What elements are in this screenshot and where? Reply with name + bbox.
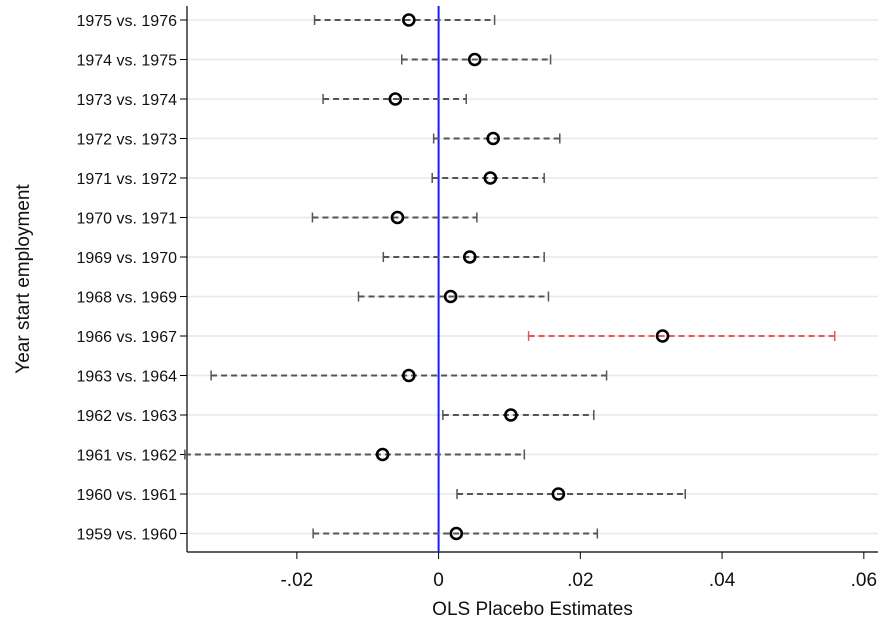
point-estimate-marker	[551, 487, 566, 501]
category-label: 1966 vs. 1967	[76, 329, 177, 346]
x-axis-title: OLS Placebo Estimates	[432, 599, 633, 620]
point-estimate-marker	[402, 368, 416, 383]
category-label: 1960 vs. 1961	[76, 487, 177, 504]
x-tick-label: .04	[709, 570, 736, 591]
category-label: 1962 vs. 1963	[76, 408, 177, 425]
point-estimate-marker	[375, 447, 390, 462]
category-label: 1971 vs. 1972	[76, 171, 177, 188]
category-label: 1959 vs. 1960	[76, 527, 177, 544]
point-estimate-marker	[402, 13, 416, 27]
point-estimate-marker	[462, 250, 477, 264]
point-estimate-marker	[655, 329, 670, 343]
x-tick-label: .02	[567, 570, 593, 591]
x-tick-labels: -.02 0 .02 .04 .06	[280, 570, 877, 591]
category-label: 1973 vs. 1974	[76, 92, 177, 109]
category-label: 1961 vs. 1962	[76, 448, 177, 465]
point-estimate-marker	[390, 210, 405, 225]
category-label: 1974 vs. 1975	[76, 53, 177, 70]
category-label: 1968 vs. 1969	[76, 290, 177, 307]
x-tick-label: -.02	[280, 570, 313, 591]
category-label: 1972 vs. 1973	[76, 132, 177, 149]
point-estimates	[375, 13, 670, 541]
category-label: 1970 vs. 1971	[76, 211, 177, 228]
point-estimate-marker	[449, 526, 464, 541]
confidence-intervals	[184, 15, 836, 539]
category-label: 1975 vs. 1976	[76, 13, 177, 30]
category-label: 1963 vs. 1964	[76, 369, 177, 386]
point-estimate-marker	[483, 171, 498, 185]
point-estimate-marker	[388, 92, 403, 106]
point-estimate-marker	[443, 289, 458, 304]
point-estimate-marker	[486, 131, 500, 146]
x-tick-label: 0	[433, 570, 444, 591]
category-labels: 1975 vs. 1976 1974 vs. 1975 1973 vs. 1974 1…	[76, 13, 177, 544]
grid-lines	[187, 19, 878, 535]
point-estimate-marker	[467, 52, 482, 67]
category-label: 1969 vs. 1970	[76, 250, 177, 267]
y-axis-title: Year start employment	[13, 184, 34, 374]
point-estimate-marker	[504, 408, 518, 422]
x-tick-label: .06	[851, 570, 877, 591]
axes	[180, 6, 878, 559]
